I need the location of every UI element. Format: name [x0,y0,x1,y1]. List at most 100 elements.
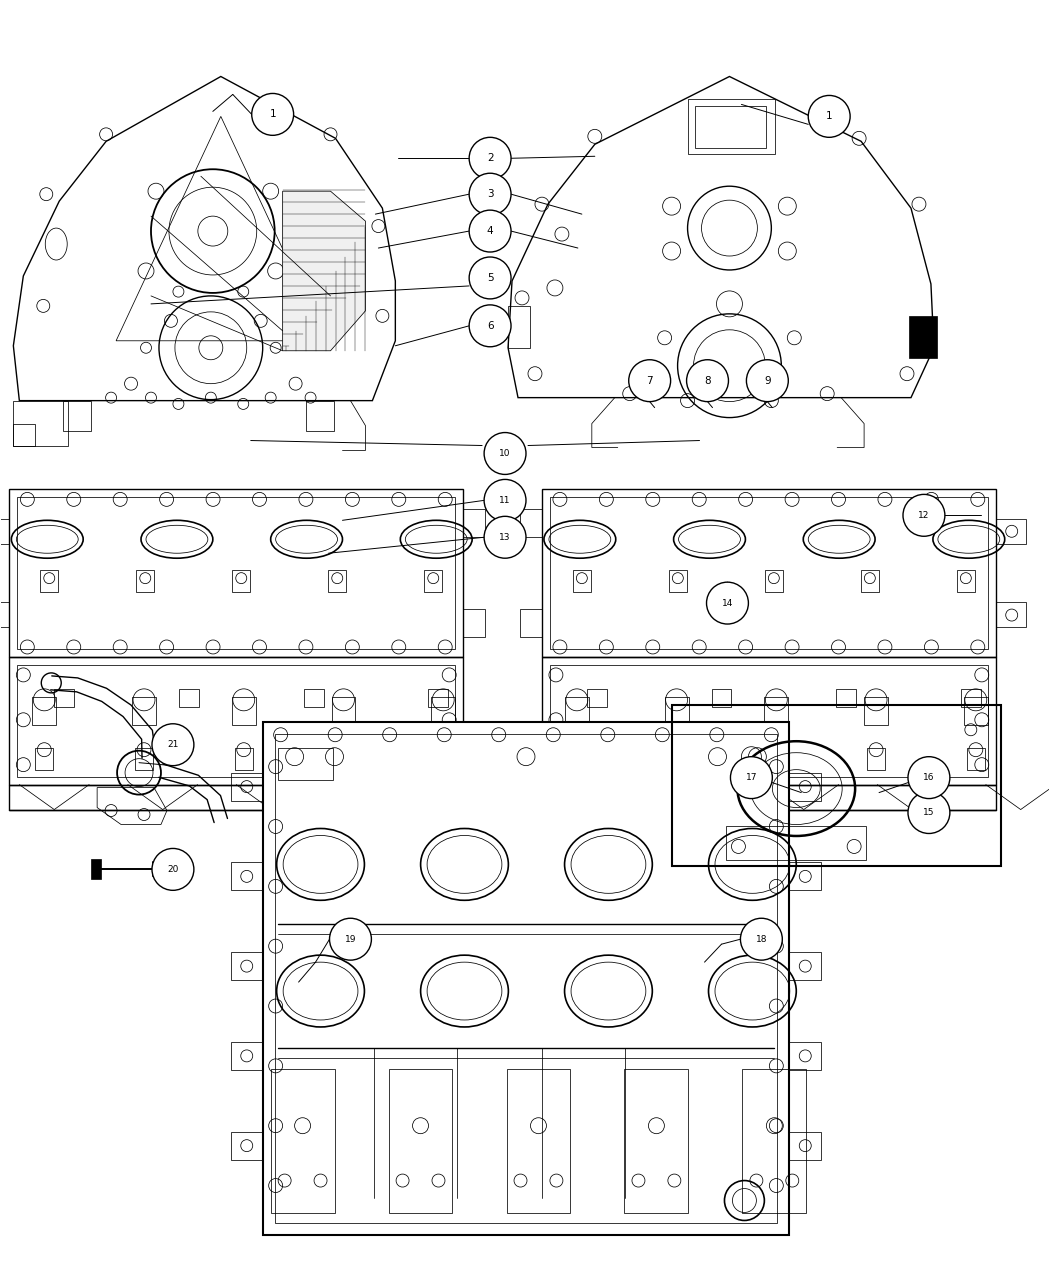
Bar [712,688,732,706]
Bar [665,697,689,724]
Bar [18,666,456,776]
Text: 4: 4 [487,226,494,236]
Text: 8: 8 [705,376,711,385]
Text: 6: 6 [487,321,494,330]
Bar [867,747,885,770]
Bar [694,106,766,148]
Bar [135,747,153,770]
Bar [961,688,981,706]
Bar [995,519,1026,544]
Bar [668,747,686,770]
Text: 15: 15 [923,808,934,817]
Bar [329,570,346,592]
Bar [542,657,995,784]
Text: 16: 16 [923,773,934,782]
Bar [957,570,974,592]
Bar [568,747,586,770]
Text: 11: 11 [500,496,510,505]
Bar [432,697,456,724]
Bar [790,773,821,801]
Circle shape [469,210,511,252]
Bar [9,490,463,657]
Text: 14: 14 [721,598,733,608]
Circle shape [469,305,511,347]
Bar [435,747,453,770]
Bar [262,722,790,1235]
Bar [63,400,91,431]
Bar [14,423,36,445]
Text: 20: 20 [167,864,178,873]
Text: 2: 2 [487,153,494,163]
Bar [995,602,1026,627]
Bar [424,570,442,592]
Bar [587,688,607,706]
Circle shape [908,792,950,834]
Circle shape [740,918,782,960]
Bar [55,688,75,706]
Bar [332,697,356,724]
Circle shape [152,848,194,890]
Bar [550,666,988,776]
Bar [231,1042,262,1070]
Bar [688,99,775,154]
Text: 13: 13 [500,533,510,542]
Bar [727,825,866,861]
Circle shape [469,173,511,215]
Bar [33,697,57,724]
Text: 1: 1 [270,110,276,120]
Bar [768,747,785,770]
Bar [91,859,101,880]
Bar [463,609,485,638]
Bar [573,570,591,592]
Bar [790,1132,821,1160]
Bar [428,688,448,706]
Circle shape [903,495,945,537]
Bar [178,688,198,706]
Bar [335,747,353,770]
Bar [669,570,687,592]
Polygon shape [14,76,396,400]
Bar [271,1068,335,1214]
Circle shape [469,138,511,180]
Circle shape [808,96,850,138]
Bar [542,490,995,657]
Bar [0,519,9,544]
Bar [232,570,250,592]
Bar [790,952,821,980]
Bar [9,657,463,784]
Circle shape [629,360,671,402]
Bar [508,306,530,348]
Circle shape [252,93,294,135]
Bar [306,400,334,431]
Circle shape [747,360,789,402]
Text: 12: 12 [919,511,929,520]
Circle shape [707,583,749,623]
Circle shape [330,918,372,960]
Bar [964,697,988,724]
Bar [231,1132,262,1160]
Bar [0,602,9,627]
Bar [231,773,262,801]
Bar [520,509,542,537]
Polygon shape [508,76,933,398]
Bar [463,509,485,537]
Bar [520,609,542,638]
Bar [388,1068,453,1214]
Bar [864,697,888,724]
Bar [764,697,789,724]
Text: 5: 5 [487,273,494,283]
Bar [231,862,262,890]
Bar [565,697,589,724]
Circle shape [469,258,511,298]
Bar [836,688,856,706]
Bar [303,688,323,706]
Bar [550,497,988,649]
Bar [861,570,879,592]
Circle shape [731,756,773,798]
Bar [235,747,253,770]
Bar [231,952,262,980]
Text: 17: 17 [746,773,757,782]
Bar [672,705,1001,867]
Bar [36,747,54,770]
Circle shape [484,432,526,474]
